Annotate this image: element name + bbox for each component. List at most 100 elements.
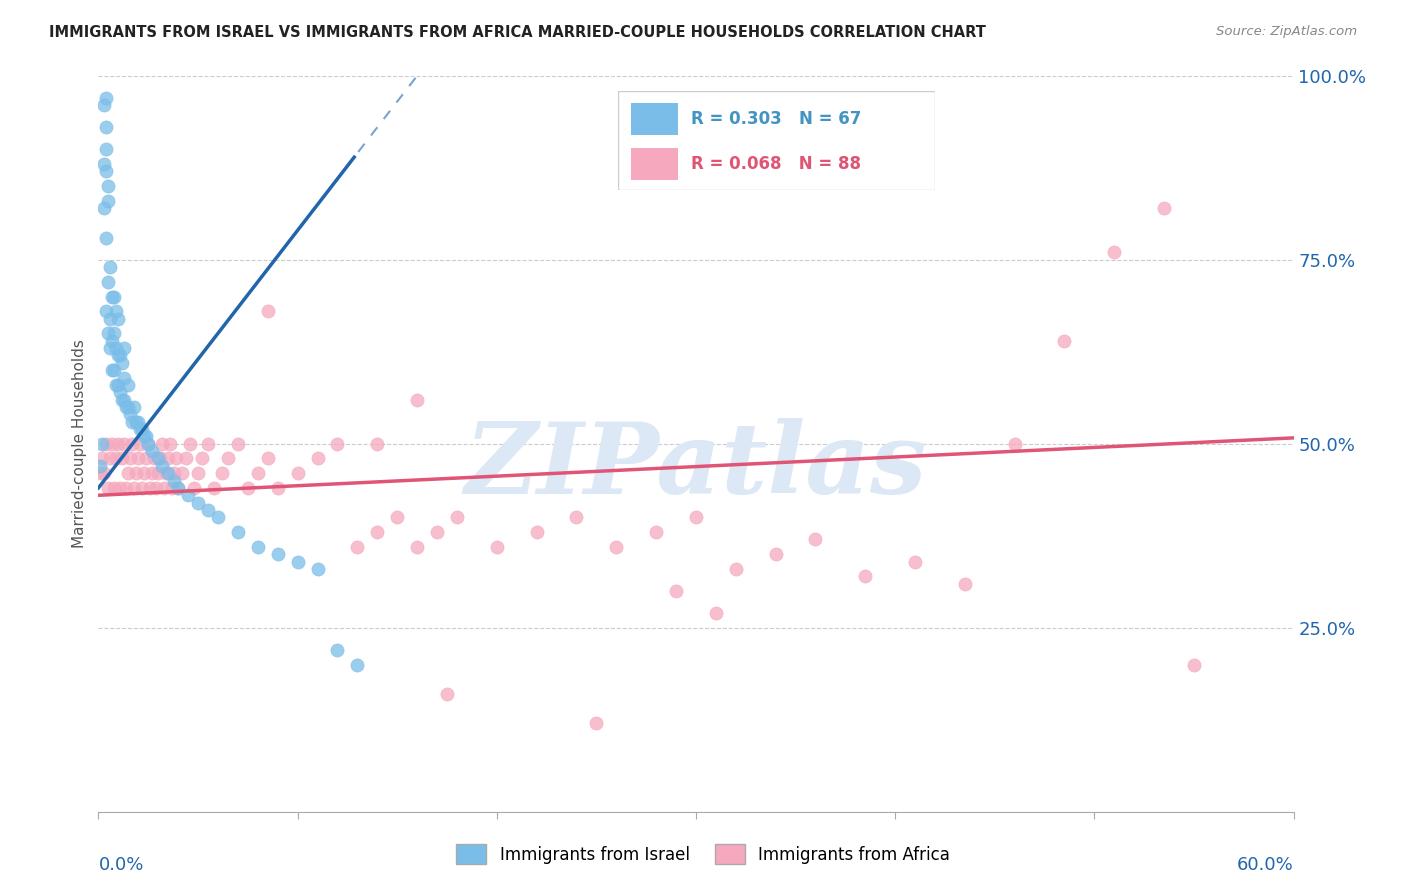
Point — [136, 436, 159, 450]
Point — [111, 451, 134, 466]
Text: 60.0%: 60.0% — [1237, 856, 1294, 874]
Point — [853, 569, 876, 583]
Point — [121, 436, 143, 450]
Point — [97, 481, 120, 495]
Point — [125, 466, 148, 480]
Point — [107, 436, 129, 450]
Point — [110, 385, 132, 400]
Point — [110, 348, 132, 362]
Point — [89, 458, 111, 473]
Point — [1004, 436, 1026, 450]
Point — [125, 415, 148, 429]
Text: ZIPatlas: ZIPatlas — [465, 417, 927, 514]
Point — [165, 451, 187, 466]
Point — [112, 370, 135, 384]
Point — [307, 451, 329, 466]
Point — [183, 481, 205, 495]
Point — [107, 348, 129, 362]
Point — [366, 524, 388, 539]
Point — [93, 98, 115, 112]
Point — [134, 466, 156, 480]
Point — [98, 451, 122, 466]
Point — [159, 436, 181, 450]
Point — [605, 540, 627, 554]
Point — [96, 91, 118, 105]
Point — [187, 466, 209, 480]
Point — [107, 378, 129, 392]
Point — [101, 334, 124, 348]
Point — [141, 466, 163, 480]
Point — [93, 466, 115, 480]
Point — [124, 481, 146, 495]
Point — [565, 510, 588, 524]
Point — [120, 407, 142, 421]
Point — [326, 642, 349, 657]
Point — [127, 451, 149, 466]
Point — [93, 157, 115, 171]
Point — [97, 179, 120, 194]
Point — [129, 436, 152, 450]
Point — [96, 230, 118, 244]
Point — [131, 422, 153, 436]
Point — [326, 436, 349, 450]
Point — [103, 289, 125, 303]
Point — [105, 378, 128, 392]
Point — [307, 562, 329, 576]
Point — [103, 326, 125, 341]
Point — [150, 458, 173, 473]
Point — [105, 451, 128, 466]
Point — [804, 533, 827, 547]
Point — [153, 481, 176, 495]
Point — [91, 451, 114, 466]
Point — [1153, 202, 1175, 216]
Point — [191, 451, 214, 466]
Point — [105, 341, 128, 355]
Point — [150, 436, 173, 450]
Point — [103, 481, 125, 495]
Point — [226, 524, 249, 539]
Point — [117, 466, 139, 480]
Point — [163, 466, 186, 480]
Point — [117, 378, 139, 392]
Point — [112, 341, 135, 355]
Text: 0.0%: 0.0% — [98, 856, 143, 874]
Point — [89, 466, 111, 480]
Point — [111, 356, 134, 370]
Point — [134, 429, 156, 443]
Point — [96, 436, 118, 450]
Point — [136, 436, 159, 450]
Point — [135, 429, 157, 443]
Point — [246, 540, 269, 554]
Point — [105, 304, 128, 318]
Point — [131, 481, 153, 495]
Point — [148, 451, 170, 466]
Point — [406, 540, 429, 554]
Point — [904, 554, 927, 569]
Point — [141, 444, 163, 458]
Point — [665, 584, 688, 599]
Point — [207, 510, 229, 524]
Point — [127, 415, 149, 429]
Point — [246, 466, 269, 480]
Point — [236, 481, 259, 495]
Point — [953, 576, 976, 591]
Point — [112, 436, 135, 450]
Point — [139, 481, 162, 495]
Point — [436, 687, 458, 701]
Text: IMMIGRANTS FROM ISRAEL VS IMMIGRANTS FROM AFRICA MARRIED-COUPLE HOUSEHOLDS CORRE: IMMIGRANTS FROM ISRAEL VS IMMIGRANTS FRO… — [49, 25, 986, 40]
Point — [267, 481, 290, 495]
Point — [179, 436, 201, 450]
Point — [98, 260, 122, 275]
Legend: Immigrants from Israel, Immigrants from Africa: Immigrants from Israel, Immigrants from … — [450, 838, 956, 871]
Point — [585, 716, 607, 731]
Point — [124, 400, 146, 414]
Point — [202, 481, 225, 495]
Point — [145, 481, 167, 495]
Point — [148, 466, 170, 480]
Point — [160, 481, 183, 495]
Point — [1182, 657, 1205, 672]
Point — [256, 304, 278, 318]
Text: Source: ZipAtlas.com: Source: ZipAtlas.com — [1216, 25, 1357, 38]
Point — [346, 540, 368, 554]
Point — [97, 275, 120, 289]
